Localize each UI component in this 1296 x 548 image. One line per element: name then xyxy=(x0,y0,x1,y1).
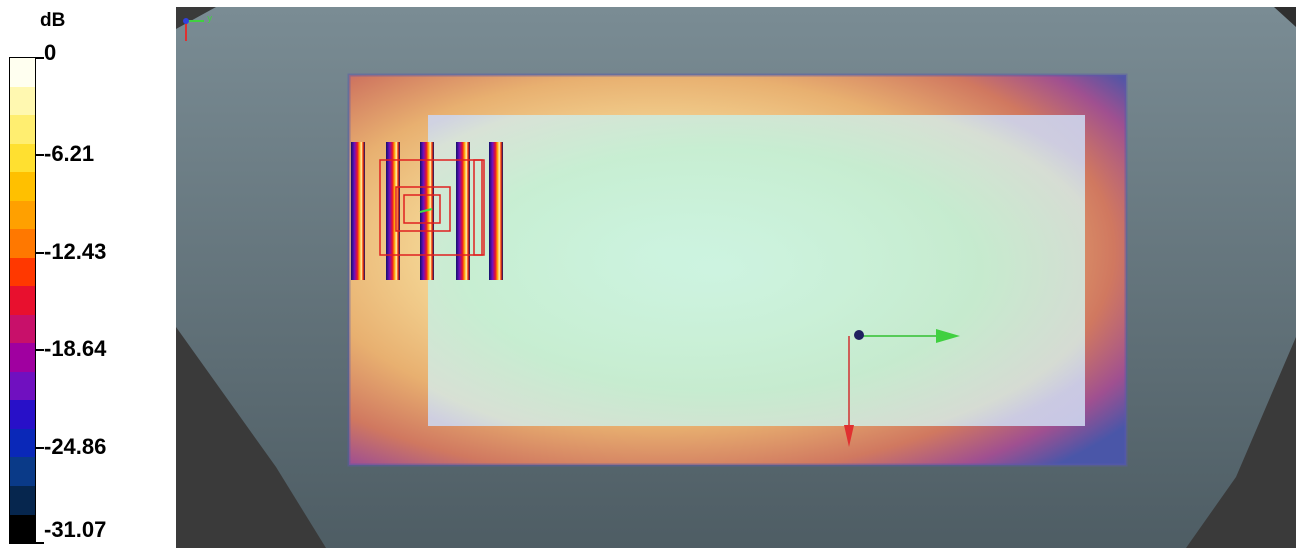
local-y-arrow-icon xyxy=(844,425,854,447)
antenna-element xyxy=(489,142,503,280)
scene-canvas[interactable] xyxy=(176,7,1296,548)
antenna-element xyxy=(386,142,400,280)
legend-color-bar xyxy=(9,57,36,544)
corner-bottom-right xyxy=(1186,337,1296,548)
heatmap-contour-outer xyxy=(347,73,1128,467)
legend-tick-label: -24.86 xyxy=(44,433,107,459)
legend-swatch xyxy=(10,400,35,429)
legend-swatch xyxy=(10,343,35,372)
legend-swatch xyxy=(10,428,35,458)
legend-tick-label: -31.07 xyxy=(44,517,107,542)
legend-tick-label: -18.64 xyxy=(44,336,107,362)
legend-tick xyxy=(36,542,44,544)
legend-tick xyxy=(36,57,44,59)
antenna-element xyxy=(351,142,365,280)
legend-swatch xyxy=(10,314,35,344)
local-origin[interactable] xyxy=(854,330,864,340)
legend-unit-label: dB xyxy=(40,10,66,31)
port-marker xyxy=(419,208,433,213)
port-outlines xyxy=(379,159,485,256)
legend-tick xyxy=(36,446,44,449)
legend-swatch xyxy=(10,86,35,116)
legend-tick xyxy=(36,251,44,254)
global-axes-triad: y xyxy=(183,14,213,41)
legend-tick-label: 0 xyxy=(44,40,57,65)
legend-tick-label: -6.21 xyxy=(44,141,95,167)
substrate-plate xyxy=(428,115,1085,426)
legend-swatch xyxy=(10,115,35,144)
legend-tick xyxy=(36,349,44,352)
legend-swatch xyxy=(10,457,35,486)
legend-swatch xyxy=(10,200,35,230)
legend-swatch xyxy=(10,229,35,258)
antenna-elements xyxy=(351,142,503,280)
axis-y-label: y xyxy=(207,14,213,24)
legend-swatch xyxy=(10,143,35,173)
color-legend: dB 0 -6.21 -12.43 -18.64 -24.86 -31.07 xyxy=(0,0,176,548)
local-x-arrow-icon xyxy=(936,329,960,343)
3d-viewport[interactable]: y xyxy=(176,7,1296,548)
local-axes[interactable] xyxy=(844,329,960,447)
legend-swatch xyxy=(10,514,35,544)
legend-swatch xyxy=(10,286,35,315)
legend-swatch xyxy=(10,58,35,87)
corner-bottom-left xyxy=(176,327,326,548)
legend-swatch xyxy=(10,485,35,515)
legend-swatch xyxy=(10,371,35,401)
legend-swatch xyxy=(10,172,35,201)
antenna-element xyxy=(456,142,470,280)
legend-tick xyxy=(36,154,44,157)
legend-tick-label: -12.43 xyxy=(44,238,107,264)
legend-swatch xyxy=(10,257,35,287)
